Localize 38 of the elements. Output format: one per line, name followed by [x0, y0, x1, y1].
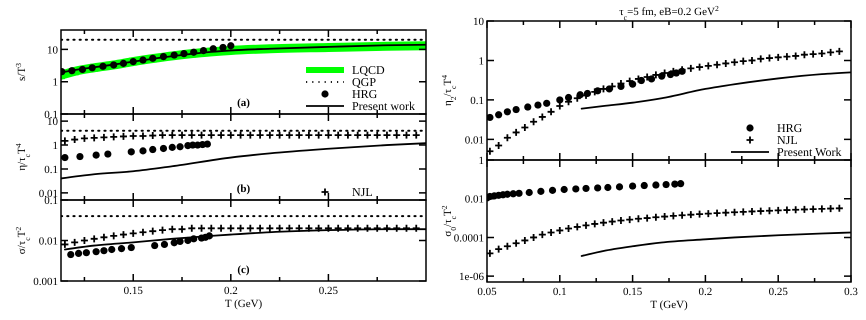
legend-label: NJL — [777, 133, 798, 147]
x-tick-label: 0.3 — [844, 286, 858, 298]
y-tick-label: 0.1 — [44, 195, 58, 207]
chart-title: τ$_{c}$=5 fm, eB=0.2 GeV$^{2}$ — [619, 4, 719, 22]
y-tick-label: 10 — [47, 44, 58, 56]
legend-label: LQCD — [352, 63, 385, 77]
legend-label: HRG — [352, 87, 378, 101]
y-tick-label: 0.1 — [44, 164, 58, 176]
x-tick-label: 0.25 — [318, 285, 339, 297]
y-tick-label: 0.01 — [464, 134, 484, 146]
x-tick-label: 0.1 — [552, 286, 567, 298]
x-tick-label: 0.2 — [698, 286, 712, 298]
y-tick-label: 0.01 — [38, 236, 58, 248]
legend-label: NJL — [352, 185, 373, 199]
legend-label: HRG — [777, 121, 803, 135]
legend-label: QGP — [352, 75, 376, 89]
x-tick-label: 0.15 — [622, 286, 643, 298]
annotation: (c) — [237, 264, 250, 276]
annotation: (a) — [237, 97, 250, 109]
x-axis-title: T (GeV) — [650, 299, 688, 311]
y-tick-label: 0.01 — [464, 194, 484, 206]
x-tick-label: 0.25 — [768, 286, 788, 298]
y-tick-label: 0.1 — [470, 94, 484, 107]
y-tick-label: 1 — [52, 140, 58, 152]
x-axis-title: T (GeV) — [224, 298, 263, 310]
y-tick-label: 0.0001 — [454, 232, 484, 244]
legend-label: Present Work — [777, 145, 842, 159]
y-tick-label: 1 — [52, 76, 58, 89]
y-tick-label: 0.001 — [33, 276, 58, 288]
y-tick-label: 10 — [473, 16, 484, 28]
x-tick-label: 0.2 — [224, 285, 238, 297]
x-tick-label: 0.05 — [477, 286, 498, 298]
y-tick-label: 1 — [478, 55, 484, 68]
x-tick-label: 0.15 — [124, 285, 144, 297]
y-tick-label: 1 — [478, 155, 484, 167]
y-tick-label: 1e-06 — [458, 271, 484, 284]
legend-label: Present work — [352, 99, 415, 113]
annotation: (b) — [236, 183, 251, 195]
